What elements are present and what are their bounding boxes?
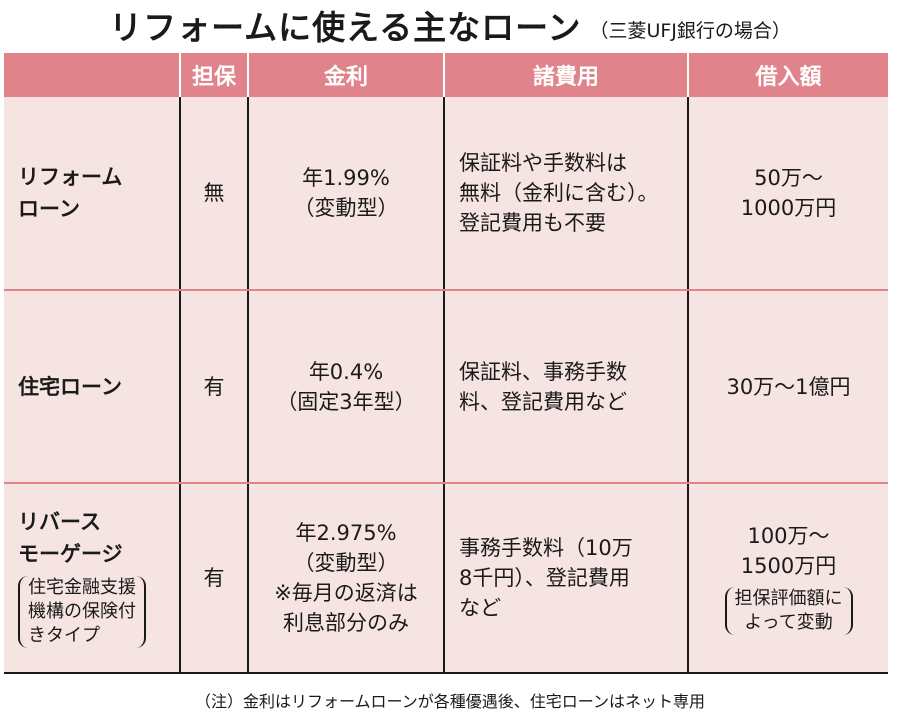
table-row: リバース モーゲージ 住宅金融支援 機構の保険付 きタイプ 有 年2.975% …	[4, 483, 888, 674]
header-cell-rate: 金利	[248, 53, 445, 97]
title-row: リフォームに使える主なローン （三菱UFJ銀行の場合）	[0, 0, 900, 50]
table-row: リフォーム ローン 無 年1.99% （変動型） 保証料や手数料は 無料（金利に…	[4, 97, 888, 291]
loan-name-cell: リバース モーゲージ 住宅金融支援 機構の保険付 きタイプ	[4, 483, 181, 674]
collateral-cell: 有	[180, 483, 249, 674]
footnote: （注）金利はリフォームローンが各種優遇後、住宅ローンはネット専用	[195, 692, 705, 711]
header-cell-collateral: 担保	[180, 53, 249, 97]
rate-cell: 年1.99% （変動型）	[248, 97, 445, 291]
amount-value: 100万～ 1500万円	[740, 523, 837, 578]
collateral-cell: 有	[180, 290, 249, 484]
loan-comparison-table: 担保 金利 諸費用 借入額 リフォーム ローン 無 年1.99% （変動型） 保…	[4, 53, 888, 674]
page-title: リフォームに使える主なローン	[109, 8, 582, 47]
loan-name-cell: リフォーム ローン	[4, 97, 181, 291]
loan-name-note: 住宅金融支援 機構の保険付 きタイプ	[18, 576, 146, 648]
rate-cell: 年2.975% （変動型） ※毎月の返済は 利息部分のみ	[248, 483, 445, 674]
header-cell-costs: 諸費用	[444, 53, 689, 97]
table-row: 住宅ローン 有 年0.4% （固定3年型） 保証料、事務手数 料、登記費用など …	[4, 290, 888, 484]
loan-name: リフォーム ローン	[18, 165, 123, 221]
costs-cell: 保証料、事務手数 料、登記費用など	[444, 290, 689, 484]
table-header-row: 担保 金利 諸費用 借入額	[4, 53, 888, 97]
amount-cell: 50万～ 1000万円	[688, 97, 888, 291]
header-cell-blank	[4, 53, 181, 97]
amount-note: 担保評価額に よって変動	[724, 586, 853, 635]
page-subtitle: （三菱UFJ銀行の場合）	[589, 20, 791, 42]
costs-cell: 保証料や手数料は 無料（金利に含む）。 登記費用も不要	[444, 97, 689, 291]
loan-name: リバース モーゲージ	[18, 510, 123, 566]
collateral-cell: 無	[180, 97, 249, 291]
amount-cell: 30万～1億円	[688, 290, 888, 484]
rate-cell: 年0.4% （固定3年型）	[248, 290, 445, 484]
amount-cell: 100万～ 1500万円 担保評価額に よって変動	[688, 483, 888, 674]
loan-name: 住宅ローン	[18, 374, 122, 399]
header-cell-amount: 借入額	[688, 53, 888, 97]
loan-name-cell: 住宅ローン	[4, 290, 181, 484]
costs-cell: 事務手数料（10万 8千円）、登記費用 など	[444, 483, 689, 674]
